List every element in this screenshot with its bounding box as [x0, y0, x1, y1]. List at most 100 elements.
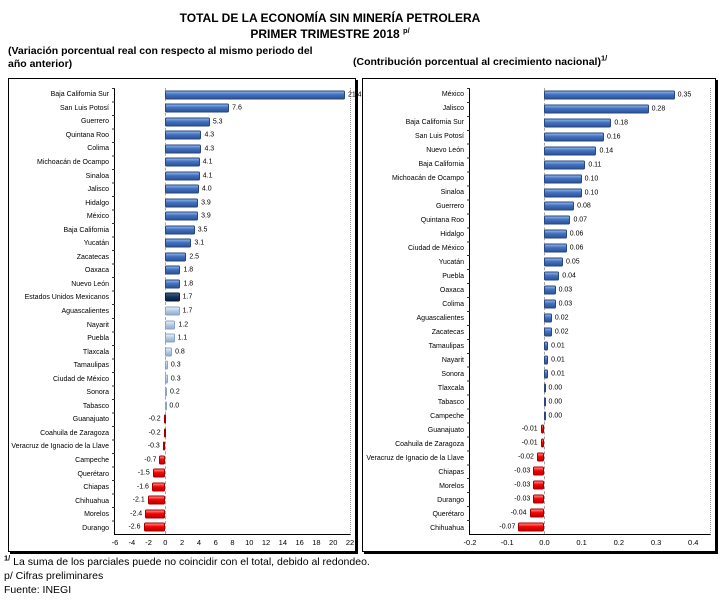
- title-line-2: PRIMER TRIMESTRE 2018 p/: [250, 26, 410, 42]
- bar: [163, 414, 166, 424]
- x-tick-label: 2: [180, 538, 185, 547]
- category-label: Nuevo León: [71, 280, 109, 288]
- value-label: -0.2: [148, 429, 161, 437]
- category-label: Zacatecas: [76, 253, 109, 261]
- category-label: Quintana Roo: [420, 217, 464, 225]
- x-tick-label: -4: [128, 538, 136, 547]
- x-tick-label: 16: [295, 538, 304, 547]
- value-label: 1.7: [182, 307, 193, 315]
- value-label: 0.07: [573, 216, 588, 224]
- value-label: 0.03: [558, 300, 573, 308]
- bar: [159, 455, 166, 465]
- category-label: Querétaro: [77, 470, 109, 478]
- plot-area: 21.4 7.6 5.3 4.3 4.3 4.1 4.1 4.0 3.9 3.9 3.5 3.1 2.5…: [112, 88, 362, 535]
- x-tick-label: 4: [196, 538, 202, 547]
- value-label: 0.16: [606, 133, 621, 141]
- value-label: 5.3: [212, 118, 223, 126]
- bar: [165, 103, 230, 113]
- bar: [165, 117, 210, 127]
- value-label: 0.3: [170, 375, 181, 383]
- value-label: 21.4: [347, 91, 362, 99]
- category-label: Veracruz de Ignacio de la Llave: [366, 454, 464, 462]
- category-label: Hidalgo: [440, 231, 464, 239]
- value-label: 0.11: [588, 161, 602, 169]
- bar: [544, 257, 563, 267]
- bar: [165, 171, 200, 181]
- bar: [162, 441, 166, 451]
- bar: [165, 157, 200, 167]
- bar: [165, 252, 187, 262]
- bar: [544, 174, 582, 184]
- bar: [533, 466, 545, 476]
- category-label: Querétaro: [432, 510, 464, 518]
- bar: [544, 201, 575, 211]
- category-label: Guanajuato: [427, 426, 464, 434]
- bar: [147, 495, 166, 505]
- category-label: Chiapas: [83, 484, 109, 492]
- value-label: 0.06: [569, 230, 584, 238]
- value-label: -0.04: [510, 509, 527, 517]
- value-label: 0.10: [584, 189, 599, 197]
- value-label: 0.05: [566, 258, 580, 266]
- category-label: México: [441, 91, 464, 99]
- bar: [544, 160, 586, 170]
- bar: [518, 522, 545, 532]
- x-tick-label: 0.3: [650, 538, 662, 547]
- category-label: Durango: [437, 496, 464, 504]
- category-label: Chihuahua: [75, 497, 109, 505]
- value-label: 0.08: [577, 202, 591, 210]
- value-label: -1.6: [136, 483, 149, 491]
- category-label: Campeche: [430, 412, 464, 420]
- bar: [151, 482, 166, 492]
- bar: [536, 452, 545, 462]
- value-label: 1.8: [183, 266, 194, 274]
- value-label: 4.3: [204, 145, 215, 153]
- bar: [544, 146, 597, 156]
- value-label: 3.1: [194, 239, 205, 247]
- value-label: -2.6: [128, 523, 141, 531]
- bar: [165, 306, 180, 316]
- value-label: 1.1: [177, 334, 188, 342]
- title-superscript: p/: [403, 26, 410, 36]
- value-label: 0.10: [584, 175, 599, 183]
- bar: [165, 279, 181, 289]
- x-tick-label: 0.1: [576, 538, 587, 547]
- category-label: Ciudad de México: [407, 245, 464, 253]
- x-tick-label: 10: [245, 538, 254, 547]
- category-label: Nayarit: [441, 356, 464, 364]
- category-label: Yucatán: [83, 240, 109, 248]
- right-subtitle-superscript: 1/: [600, 53, 608, 63]
- value-label: -0.03: [514, 467, 531, 475]
- x-tick-label: -0.1: [500, 538, 514, 547]
- title-line-1: TOTAL DE LA ECONOMÍA SIN MINERÍA PETROLE…: [179, 11, 481, 25]
- x-tick-label: 22: [345, 538, 355, 547]
- bar: [165, 130, 202, 140]
- bar: [544, 132, 604, 142]
- category-label: Baja California Sur: [50, 91, 109, 99]
- category-label: Sinaloa: [85, 172, 109, 180]
- bar: [544, 229, 567, 239]
- value-label: 0.35: [677, 91, 692, 99]
- right-chart-subtitle: (Contribución porcentual al crecimiento …: [353, 53, 608, 68]
- x-tick-label: 8: [230, 538, 235, 547]
- value-label: 0.0: [169, 402, 180, 410]
- category-label: Quintana Roo: [65, 131, 109, 139]
- x-axis: -6 -4 -2 0 2 4 6 8 10 12 14 16 18 20 22: [11, 535, 355, 550]
- bar: [529, 508, 545, 518]
- category-label: Puebla: [87, 335, 109, 343]
- category-label: Yucatán: [438, 259, 464, 267]
- value-label: 0.18: [614, 119, 629, 127]
- value-label: 3.9: [201, 199, 211, 207]
- value-label: -0.07: [499, 523, 516, 531]
- category-label: San Luis Potosí: [59, 104, 109, 112]
- bar: [544, 90, 675, 100]
- bar: [165, 144, 202, 154]
- bar: [152, 468, 166, 478]
- category-label: Aguascalientes: [61, 308, 109, 316]
- x-tick-label: 20: [329, 538, 338, 547]
- category-label: Tabasco: [82, 402, 109, 410]
- bar: [544, 215, 571, 225]
- value-label: 1.8: [183, 280, 194, 288]
- x-tick-label: 0: [163, 538, 168, 547]
- value-label: 0.2: [170, 388, 180, 396]
